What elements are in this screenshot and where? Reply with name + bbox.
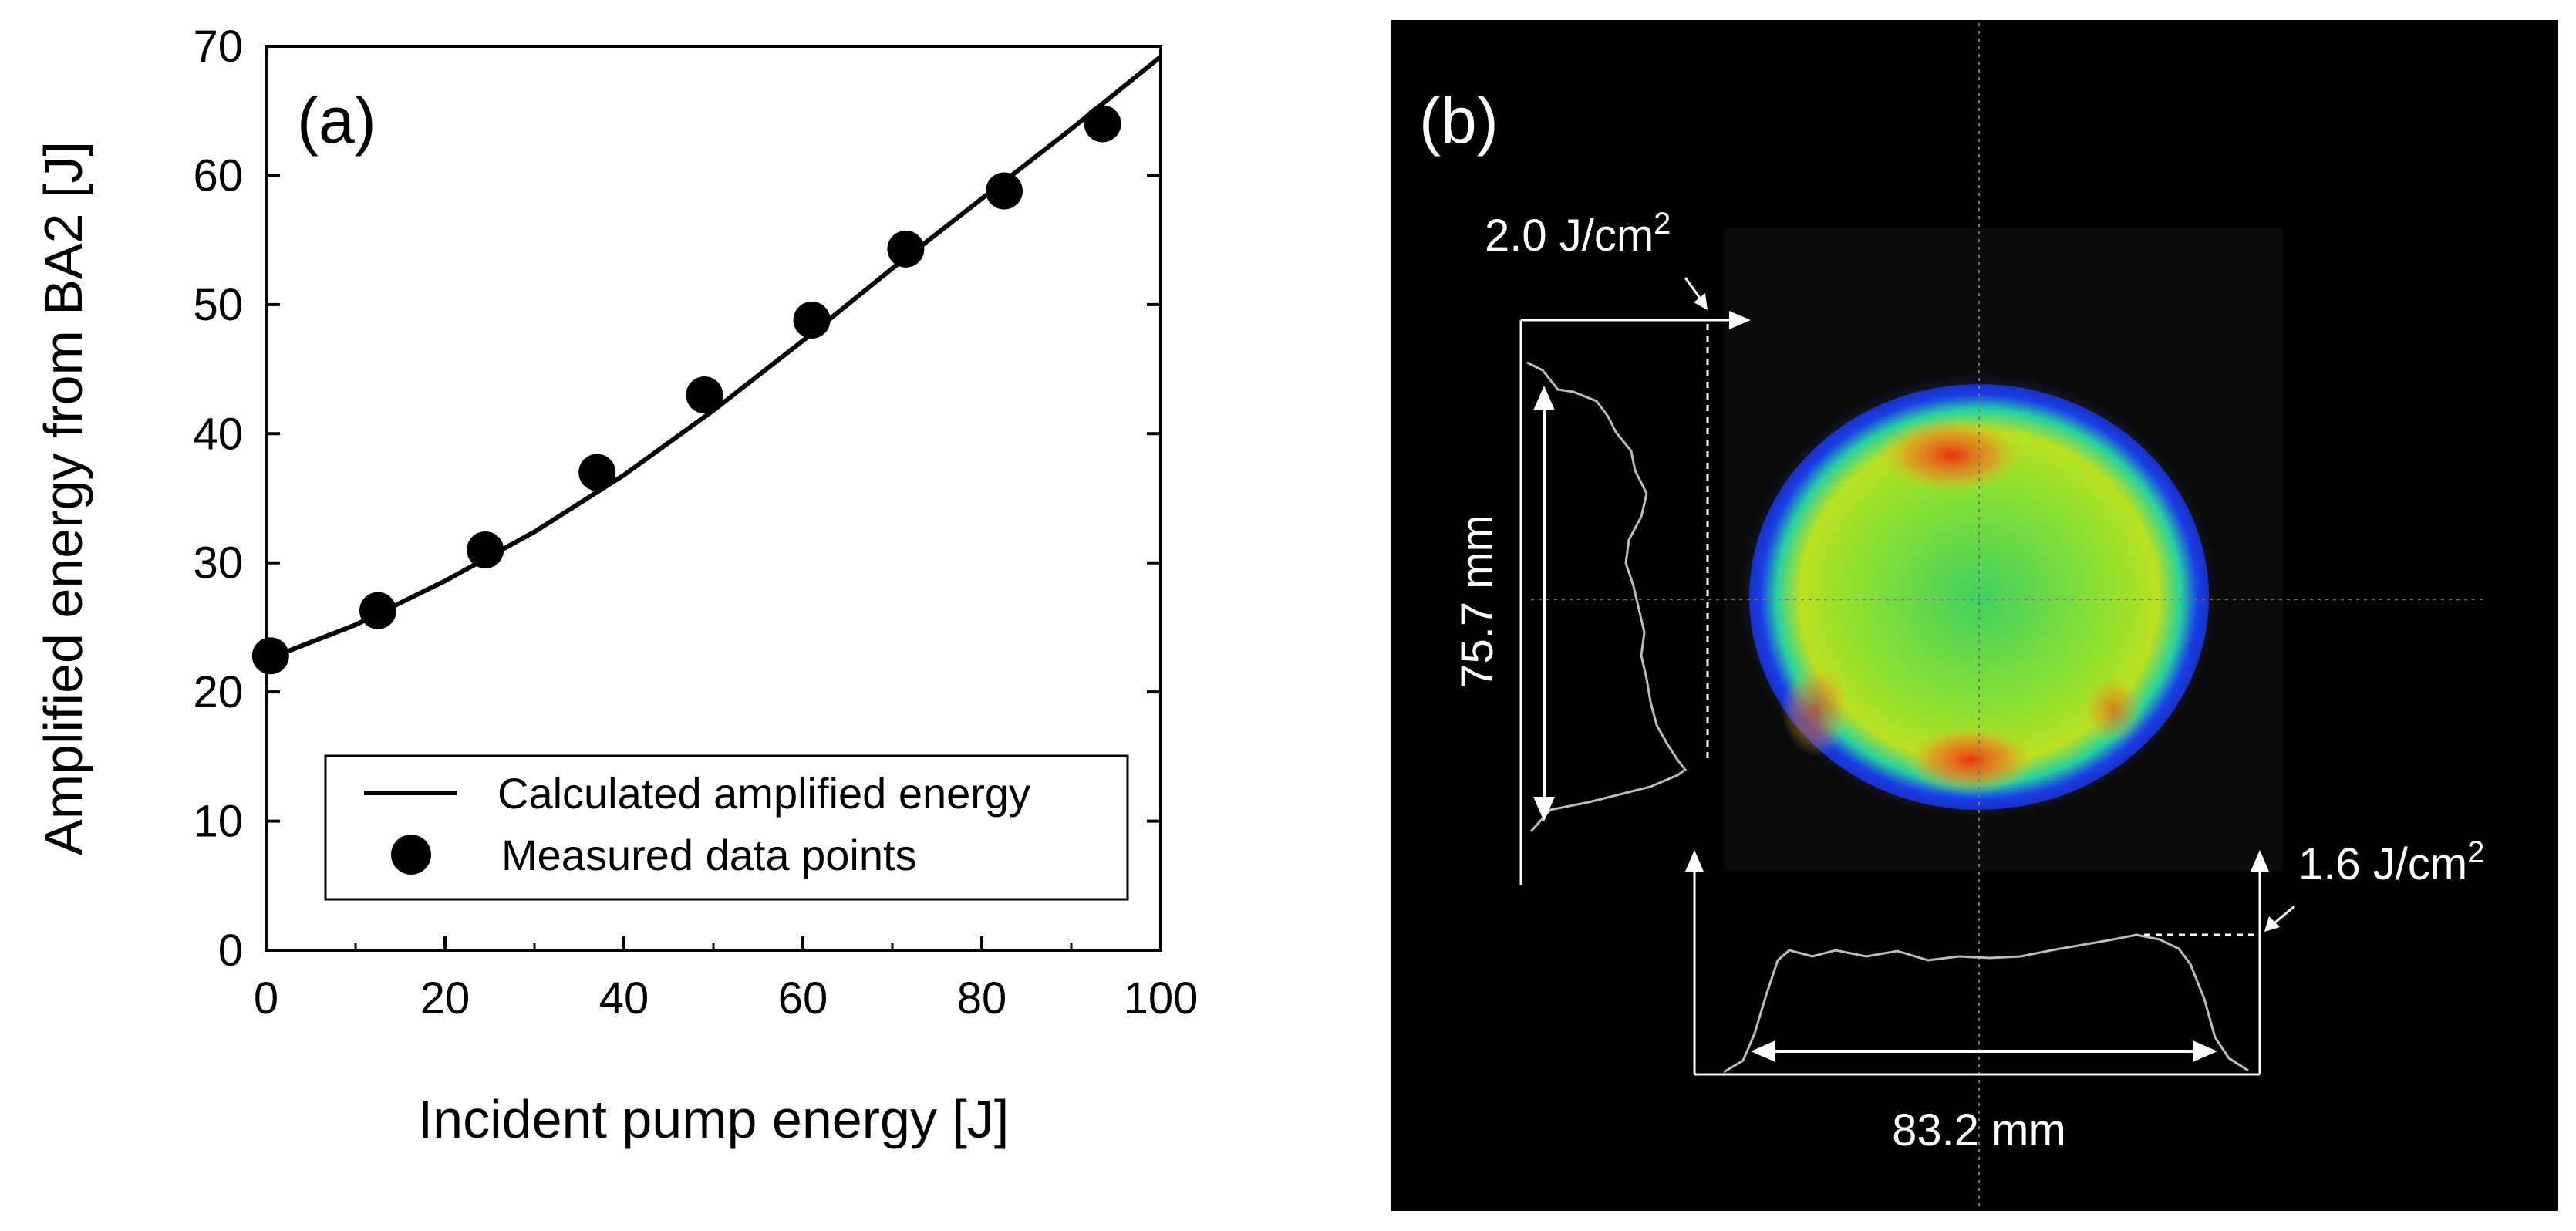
y-tick-label-5: 50 — [193, 280, 243, 330]
y-tick-label-1: 10 — [193, 797, 243, 847]
horizontal-size-arrowhead-left — [1751, 1040, 1775, 1062]
horizontal-peak-value: 1.6 J/cm — [2298, 839, 2467, 889]
y-axis-title: Amplified energy from BA2 [J] — [33, 141, 93, 855]
series-line-calculated — [265, 55, 1162, 663]
data-point — [986, 172, 1023, 210]
beam-hotspot-lower-left — [1782, 663, 1851, 756]
data-point — [467, 531, 504, 568]
x-tick-label-1: 20 — [420, 973, 470, 1024]
legend-label-calculated: Calculated amplified energy — [497, 769, 1030, 818]
tick-labels: 0 20 40 60 80 100 0 10 20 30 40 50 60 70 — [193, 22, 1198, 1024]
data-point — [578, 454, 616, 491]
panel-b: 75.7 mm 2.0 J/cm2 83.2 mm 1.6 J/cm2 (b) — [1391, 20, 2558, 1211]
data-point — [793, 301, 831, 339]
data-point — [686, 376, 723, 414]
vertical-peak-label: 2.0 J/cm2 — [1485, 207, 1671, 261]
data-point — [1084, 105, 1121, 143]
x-tick-label-2: 40 — [599, 973, 649, 1024]
beam-hotspot-lower-right — [2082, 675, 2144, 744]
y-tick-label-4: 40 — [193, 409, 243, 459]
x-tick-label-4: 80 — [957, 973, 1007, 1024]
legend-box — [324, 754, 1129, 901]
legend: Calculated amplified energy Measured dat… — [324, 754, 1129, 901]
y-tick-label-0: 0 — [218, 926, 243, 976]
horizontal-size-arrowhead-right — [2193, 1040, 2217, 1062]
vertical-peak-unit-exponent: 2 — [1654, 207, 1671, 241]
vertical-size-label: 75.7 mm — [1452, 514, 1502, 689]
panel-label-a: (a) — [297, 84, 376, 157]
beam-hotspot-bottom — [1905, 725, 2036, 794]
legend-label-measured: Measured data points — [501, 831, 917, 879]
x-tick-label-5: 100 — [1124, 973, 1199, 1024]
horizontal-profile-trace — [1723, 933, 2249, 1074]
horizontal-profile-right-arrowhead — [2251, 850, 2269, 872]
y-tick-label-7: 70 — [193, 22, 243, 72]
horizontal-peak-pointer-head — [2264, 916, 2280, 932]
beam-hotspot-top — [1878, 417, 2025, 494]
data-point — [887, 230, 925, 268]
panel-a: 0 20 40 60 80 100 0 10 20 30 40 50 60 70 (a) Incident… — [33, 22, 1198, 1149]
vertical-peak-value: 2.0 J/cm — [1485, 211, 1654, 261]
vertical-profile-top-arrowhead — [1729, 311, 1751, 329]
data-point — [251, 637, 289, 675]
y-tick-label-3: 30 — [193, 538, 243, 589]
horizontal-profile-left-arrowhead — [1685, 850, 1704, 872]
vertical-size-arrowhead-top — [1533, 386, 1555, 410]
legend-marker-swatch — [391, 835, 431, 875]
vertical-peak-pointer-head — [1694, 293, 1708, 310]
horizontal-peak-unit-exponent: 2 — [2467, 835, 2484, 869]
vertical-profile-trace — [1526, 361, 1688, 832]
x-axis-title: Incident pump energy [J] — [418, 1089, 1010, 1149]
series-points-measured — [251, 105, 1121, 675]
y-tick-label-6: 60 — [193, 150, 243, 201]
x-tick-label-3: 60 — [778, 973, 828, 1024]
horizontal-size-label: 83.2 mm — [1892, 1105, 2066, 1155]
panel-label-b: (b) — [1419, 84, 1499, 157]
horizontal-peak-label: 1.6 J/cm2 — [2298, 835, 2484, 889]
data-point — [359, 592, 396, 629]
vertical-size-arrowhead-bottom — [1533, 797, 1555, 821]
axis-ticks — [265, 45, 1162, 952]
horizontal-peak-pointer — [2271, 905, 2295, 927]
x-tick-label-0: 0 — [254, 973, 278, 1024]
y-tick-label-2: 20 — [193, 667, 243, 717]
